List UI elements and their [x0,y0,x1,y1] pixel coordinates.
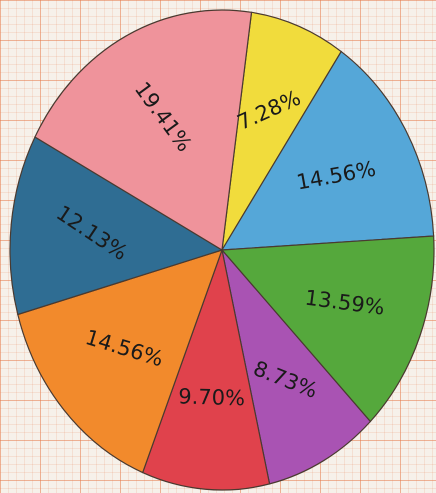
page: 7.28%14.56%13.59%8.73%9.70%14.56%12.13%1… [0,0,436,493]
chart: 7.28%14.56%13.59%8.73%9.70%14.56%12.13%1… [0,0,436,493]
slice-label: 9.70% [178,384,245,410]
